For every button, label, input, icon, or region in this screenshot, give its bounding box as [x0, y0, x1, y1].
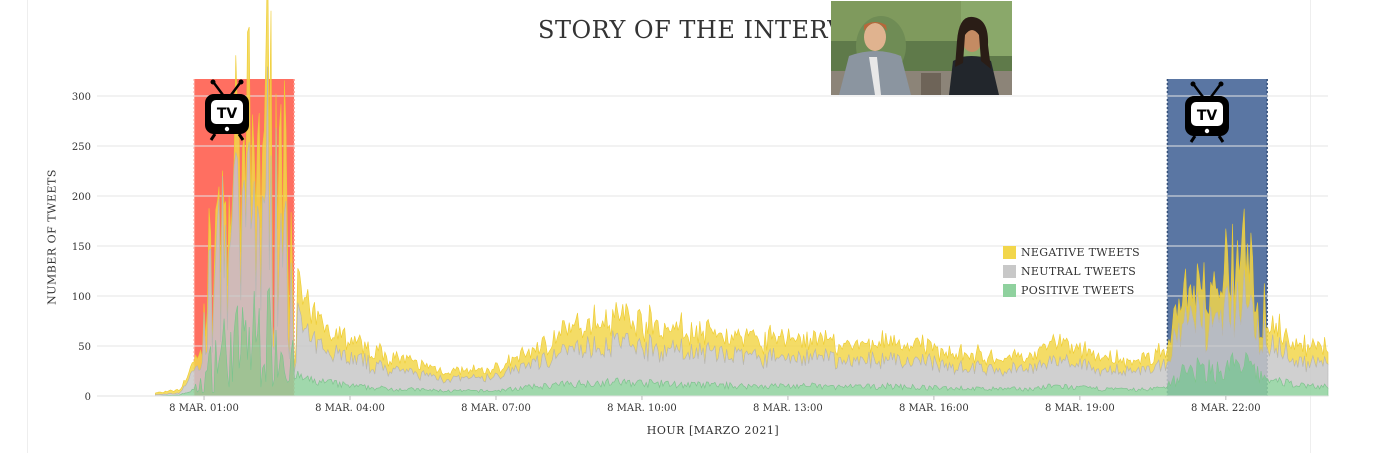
- legend-label-neutral: NEUTRAL TWEETS: [1021, 265, 1137, 278]
- y-axis-label: NUMBER OF TWEETS: [45, 169, 59, 305]
- legend: NEGATIVE TWEETS NEUTRAL TWEETS POSITIVE …: [1003, 243, 1140, 300]
- legend-swatch-negative: [1003, 246, 1016, 259]
- legend-item-negative[interactable]: NEGATIVE TWEETS: [1003, 243, 1140, 262]
- legend-swatch-positive: [1003, 284, 1016, 297]
- x-axis-label: HOUR [MARZO 2021]: [646, 424, 780, 437]
- chart-frame: [27, 0, 1311, 453]
- legend-label-positive: POSITIVE TWEETS: [1021, 284, 1135, 297]
- legend-item-neutral[interactable]: NEUTRAL TWEETS: [1003, 262, 1140, 281]
- legend-swatch-neutral: [1003, 265, 1016, 278]
- interview-photo: [831, 1, 1012, 95]
- legend-item-positive[interactable]: POSITIVE TWEETS: [1003, 281, 1140, 300]
- legend-label-negative: NEGATIVE TWEETS: [1021, 246, 1141, 259]
